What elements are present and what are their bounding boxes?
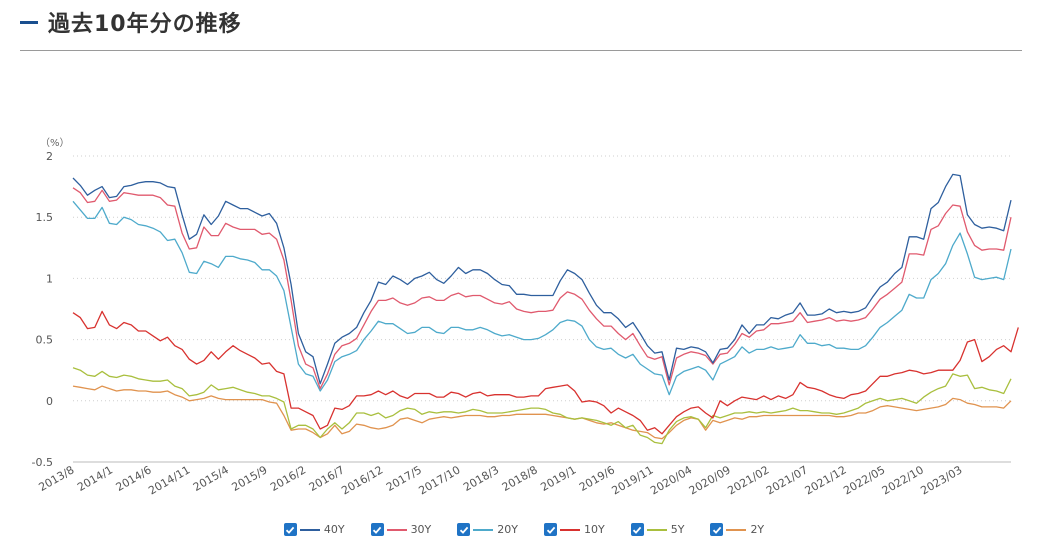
legend-label: 40Y <box>323 523 345 536</box>
legend-checkbox[interactable] <box>370 523 384 536</box>
legend-item-30y[interactable]: 30Y <box>370 523 432 536</box>
y-tick-label: 1 <box>46 272 53 285</box>
y-axis-unit-label: （%） <box>40 137 70 149</box>
x-tick-label: 2019/11 <box>610 463 656 497</box>
x-tick-label: 2015/4 <box>191 463 231 494</box>
legend-checkbox[interactable] <box>630 523 644 536</box>
x-tick-label: 2021/02 <box>725 463 771 497</box>
legend-label: 20Y <box>497 523 518 536</box>
series-line-30y <box>72 187 1012 390</box>
x-tick-label: 2018/3 <box>461 463 501 494</box>
y-tick-label: 2 <box>46 150 53 163</box>
page-title: 過去10年分の推移 <box>48 12 242 37</box>
legend-label: 10Y <box>584 523 605 536</box>
y-tick-label: -0.5 <box>32 456 53 469</box>
y-tick-label: 1.5 <box>36 211 54 224</box>
chart-legend: 40Y 30Y 20Y 10Y 5Y 2Y <box>0 523 1048 536</box>
legend-label: 5Y <box>670 523 685 536</box>
legend-label: 30Y <box>410 523 432 536</box>
x-tick-label: 2018/8 <box>500 463 540 494</box>
legend-item-20y[interactable]: 20Y <box>457 523 518 536</box>
legend-item-5y[interactable]: 5Y <box>630 523 685 536</box>
x-tick-label: 2017/10 <box>417 463 463 497</box>
series-line-2y <box>72 385 1012 440</box>
legend-checkbox[interactable] <box>457 523 471 536</box>
x-tick-label: 2014/11 <box>146 463 192 497</box>
legend-item-40y[interactable]: 40Y <box>283 523 345 536</box>
legend-item-10y[interactable]: 10Y <box>544 523 605 536</box>
legend-swatch <box>386 528 407 531</box>
series-line-20y <box>72 200 1012 396</box>
y-tick-label: 0 <box>46 395 53 408</box>
legend-swatch <box>299 528 320 531</box>
series-line-40y <box>72 173 1012 385</box>
y-tick-label: 0.5 <box>36 334 54 347</box>
legend-swatch <box>473 528 494 531</box>
x-tick-label: 2022/05 <box>841 463 887 497</box>
legend-swatch <box>560 528 580 531</box>
yield-chart: （%）21.510.50-0.52013/82014/12014/62014/1… <box>32 137 1019 497</box>
checkmark-icon <box>372 526 382 534</box>
page-header: 過去10年分の推移 <box>20 6 242 38</box>
legend-item-2y[interactable]: 2Y <box>710 523 764 536</box>
legend-checkbox[interactable] <box>283 523 297 536</box>
x-tick-label: 2016/12 <box>339 463 385 497</box>
legend-checkbox[interactable] <box>710 523 724 536</box>
checkmark-icon <box>546 526 555 534</box>
x-tick-label: 2021/07 <box>764 463 810 497</box>
checkmark-icon <box>286 526 295 534</box>
x-tick-label: 2016/2 <box>268 463 308 494</box>
legend-swatch <box>726 528 747 531</box>
x-tick-label: 2023/03 <box>918 463 964 497</box>
x-tick-label: 2020/09 <box>687 463 733 497</box>
header-divider <box>20 50 1022 51</box>
legend-checkbox[interactable] <box>544 523 557 536</box>
x-tick-label: 2019/1 <box>538 463 578 494</box>
x-tick-label: 2014/1 <box>75 463 115 494</box>
x-tick-label: 2015/9 <box>230 463 270 494</box>
x-tick-label: 2021/12 <box>803 463 849 497</box>
checkmark-icon <box>633 526 642 534</box>
series-line-10y <box>72 310 1019 435</box>
legend-swatch <box>646 528 667 531</box>
title-accent-dash <box>20 20 38 24</box>
checkmark-icon <box>712 526 722 534</box>
legend-label: 2Y <box>750 523 765 536</box>
checkmark-icon <box>459 526 469 534</box>
x-tick-label: 2022/10 <box>880 463 926 497</box>
series-line-5y <box>72 367 1012 445</box>
x-tick-label: 2020/04 <box>648 463 694 497</box>
